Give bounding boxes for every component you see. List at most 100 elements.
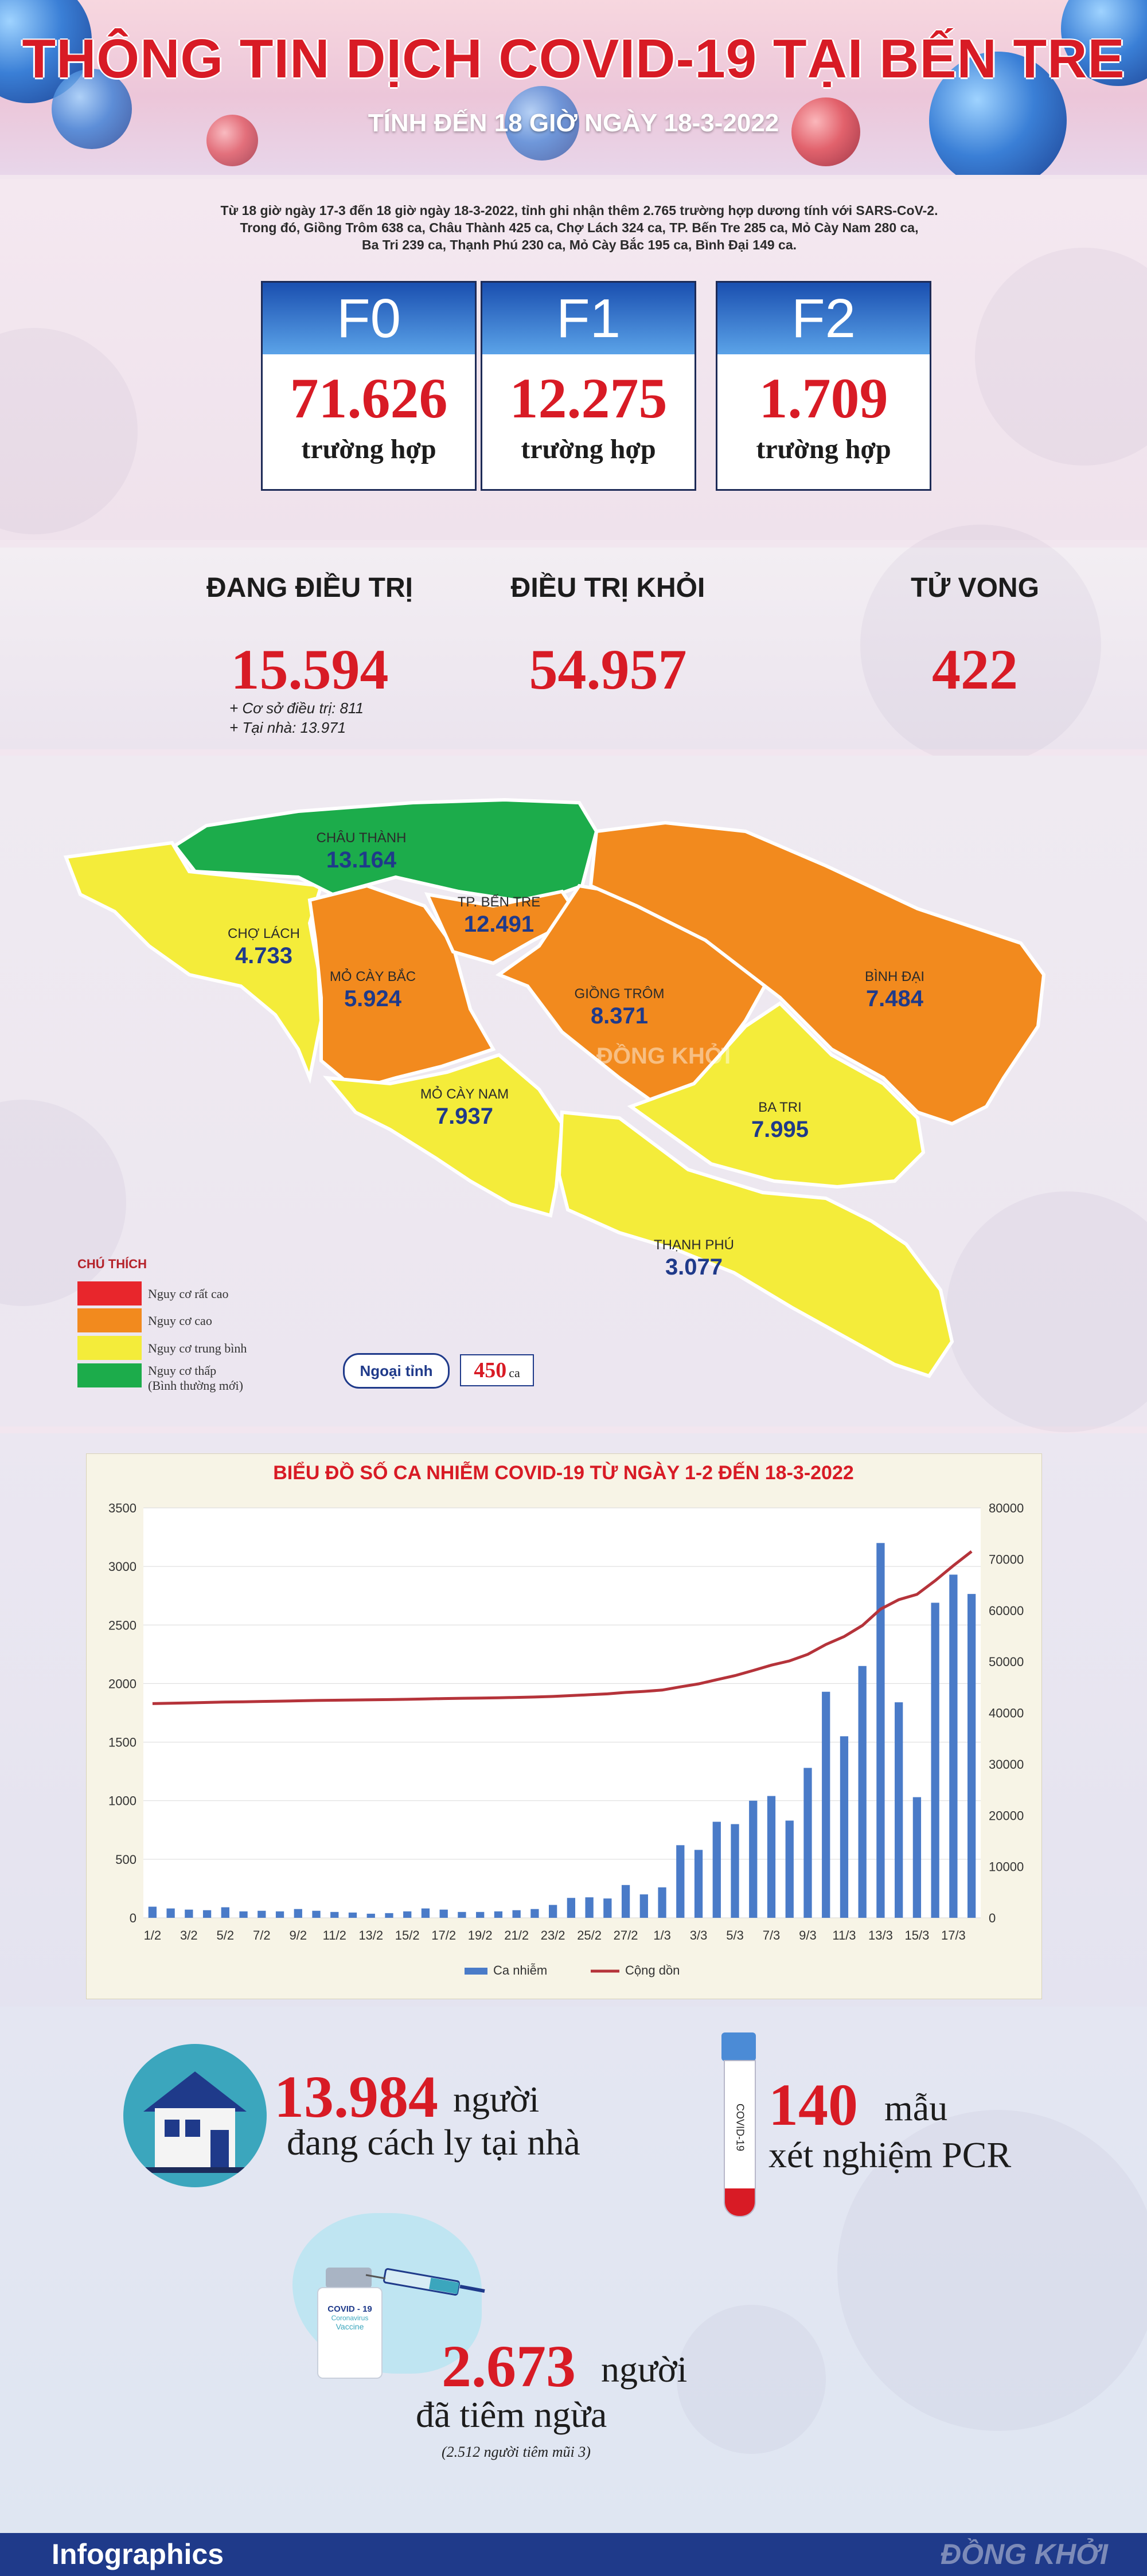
- outside-province-badge: Ngoại tỉnh: [343, 1353, 450, 1389]
- x-tick-label: 15/2: [395, 1928, 420, 1942]
- treating-value: 15.594: [231, 638, 389, 701]
- x-tick-label: 7/2: [253, 1928, 271, 1942]
- district-value-mo-cay-nam: 7.937: [435, 1104, 494, 1129]
- district-value-giong-trom: 8.371: [590, 1003, 649, 1029]
- treatment-section: [0, 525, 1147, 765]
- bar-ca-nhiem: [912, 1797, 922, 1918]
- vaccine-value: 2.673: [442, 2333, 576, 2399]
- vaccine-vial-icon: COVID - 19 Coronavirus Vaccine: [314, 2268, 383, 2379]
- x-tick-label: 15/3: [904, 1928, 929, 1942]
- bar-ca-nhiem: [895, 1702, 903, 1918]
- x-tick-label: 1/2: [144, 1928, 162, 1942]
- right-tick-label: 80000: [989, 1501, 1024, 1515]
- ben-tre-map: [63, 798, 1046, 1378]
- footer-label: Infographics: [52, 2538, 224, 2570]
- legend-swatch-high: [77, 1308, 142, 1332]
- left-tick-label: 2000: [108, 1676, 136, 1691]
- legend-label-high: Nguy cơ cao: [148, 1314, 212, 1328]
- f0-label: F0: [263, 283, 475, 354]
- bar-ca-nhiem: [548, 1905, 557, 1918]
- x-tick-label: 19/2: [468, 1928, 493, 1942]
- bar-ca-nhiem: [585, 1897, 594, 1918]
- bar-ca-nhiem: [166, 1908, 175, 1918]
- district-ba-tri: [627, 1001, 926, 1189]
- legend-label-medium: Nguy cơ trung bình: [148, 1341, 247, 1355]
- f1-value: 12.275: [509, 366, 668, 430]
- bar-ca-nhiem: [439, 1909, 448, 1918]
- x-tick-label: 25/2: [577, 1928, 602, 1942]
- bar-ca-nhiem: [530, 1909, 539, 1918]
- outside-province-label: Ngoại tỉnh: [360, 1362, 433, 1379]
- header-banner: [0, 0, 1147, 175]
- x-tick-label: 11/3: [832, 1928, 856, 1942]
- deaths-label: TỬ VONG: [911, 573, 1039, 603]
- isolation-unit1: người: [453, 2079, 540, 2120]
- pcr-unit2: xét nghiệm PCR: [768, 2135, 1012, 2175]
- bar-ca-nhiem: [512, 1910, 521, 1918]
- x-tick-label: 9/2: [289, 1928, 307, 1942]
- f2-card: F2 1.709 trường hợp: [716, 281, 931, 491]
- left-tick-label: 3000: [108, 1559, 136, 1574]
- x-tick-label: 13/2: [358, 1928, 383, 1942]
- vial-label-sub: Coronavirus: [331, 2314, 369, 2322]
- bar-ca-nhiem: [148, 1906, 157, 1918]
- bar-ca-nhiem: [275, 1911, 284, 1918]
- bar-ca-nhiem: [366, 1913, 375, 1918]
- summary-text: Từ 18 giờ ngày 17-3 đến 18 giờ ngày 18-3…: [218, 202, 941, 253]
- bar-ca-nhiem: [185, 1909, 193, 1918]
- district-value-ba-tri: 7.995: [751, 1117, 809, 1142]
- bar-ca-nhiem: [931, 1602, 939, 1918]
- treating-label: ĐANG ĐIỀU TRỊ: [206, 573, 413, 603]
- bar-ca-nhiem: [494, 1911, 503, 1918]
- bar-ca-nhiem: [639, 1894, 648, 1918]
- bar-ca-nhiem: [840, 1736, 849, 1918]
- left-tick-label: 0: [130, 1911, 136, 1925]
- chart-legend: Ca nhiễm Cộng dồn: [465, 1963, 680, 1977]
- summary-line: Trong đó, Giồng Trôm 638 ca, Châu Thành …: [240, 220, 919, 235]
- bar-ca-nhiem: [330, 1912, 339, 1918]
- bar-ca-nhiem: [712, 1821, 721, 1918]
- page-subtitle: TÍNH ĐẾN 18 GIỜ NGÀY 18-3-2022: [368, 109, 779, 137]
- bar-ca-nhiem: [621, 1885, 630, 1918]
- f0-value: 71.626: [290, 366, 448, 430]
- right-tick-label: 40000: [989, 1706, 1024, 1721]
- district-mo-cay-bac: [307, 884, 496, 1092]
- isolation-value: 13.984: [274, 2064, 438, 2130]
- summary-line: Từ 18 giờ ngày 17-3 đến 18 giờ ngày 18-3…: [220, 203, 938, 218]
- bar-ca-nhiem: [676, 1845, 685, 1918]
- x-tick-label: 3/3: [690, 1928, 708, 1942]
- vaccine-unit1: người: [601, 2349, 688, 2390]
- district-name-binh-dai: BÌNH ĐẠI: [864, 969, 924, 984]
- page-title: THÔNG TIN DỊCH COVID-19 TẠI BẾN TRE: [22, 28, 1125, 89]
- cumulative-line: [152, 1550, 973, 1705]
- daily-cases-bars: [148, 1543, 976, 1918]
- legend-label-low: Nguy cơ thấp: [148, 1363, 217, 1378]
- left-tick-label: 2500: [108, 1618, 136, 1632]
- x-tick-label: 5/2: [217, 1928, 235, 1942]
- f0-card: F0 71.626 trường hợp: [261, 281, 477, 491]
- bar-ca-nhiem: [221, 1907, 229, 1918]
- f2-value: 1.709: [759, 366, 888, 430]
- district-name-ba-tri: BA TRI: [758, 1100, 802, 1115]
- bar-ca-nhiem: [312, 1910, 321, 1918]
- right-tick-label: 20000: [989, 1808, 1024, 1823]
- district-value-mo-cay-bac: 5.924: [344, 986, 402, 1011]
- syringe-icon: [365, 2268, 485, 2296]
- x-tick-label: 3/2: [180, 1928, 198, 1942]
- bar-ca-nhiem: [385, 1913, 393, 1918]
- legend-swatch-very-high: [77, 1281, 142, 1305]
- right-tick-label: 10000: [989, 1860, 1024, 1874]
- district-value-cho-lach: 4.733: [235, 943, 293, 968]
- district-name-thanh-phu: THẠNH PHÚ: [653, 1237, 734, 1253]
- district-value-thanh-phu: 3.077: [665, 1254, 723, 1280]
- f2-label: F2: [717, 283, 930, 354]
- chart-title: BIỂU ĐỒ SỐ CA NHIỄM COVID-19 TỪ NGÀY 1-2…: [273, 1462, 854, 1484]
- bar-ca-nhiem: [458, 1912, 466, 1918]
- x-tick-label: 17/3: [941, 1928, 966, 1942]
- treating-home-note: + Tại nhà: 13.971: [229, 719, 346, 736]
- x-tick-label: 27/2: [614, 1928, 638, 1942]
- recovered-label: ĐIỀU TRỊ KHỎI: [510, 573, 705, 603]
- outside-province-count: 450 ca: [460, 1354, 534, 1386]
- district-value-binh-dai: 7.484: [865, 986, 924, 1011]
- bar-ca-nhiem: [949, 1574, 958, 1918]
